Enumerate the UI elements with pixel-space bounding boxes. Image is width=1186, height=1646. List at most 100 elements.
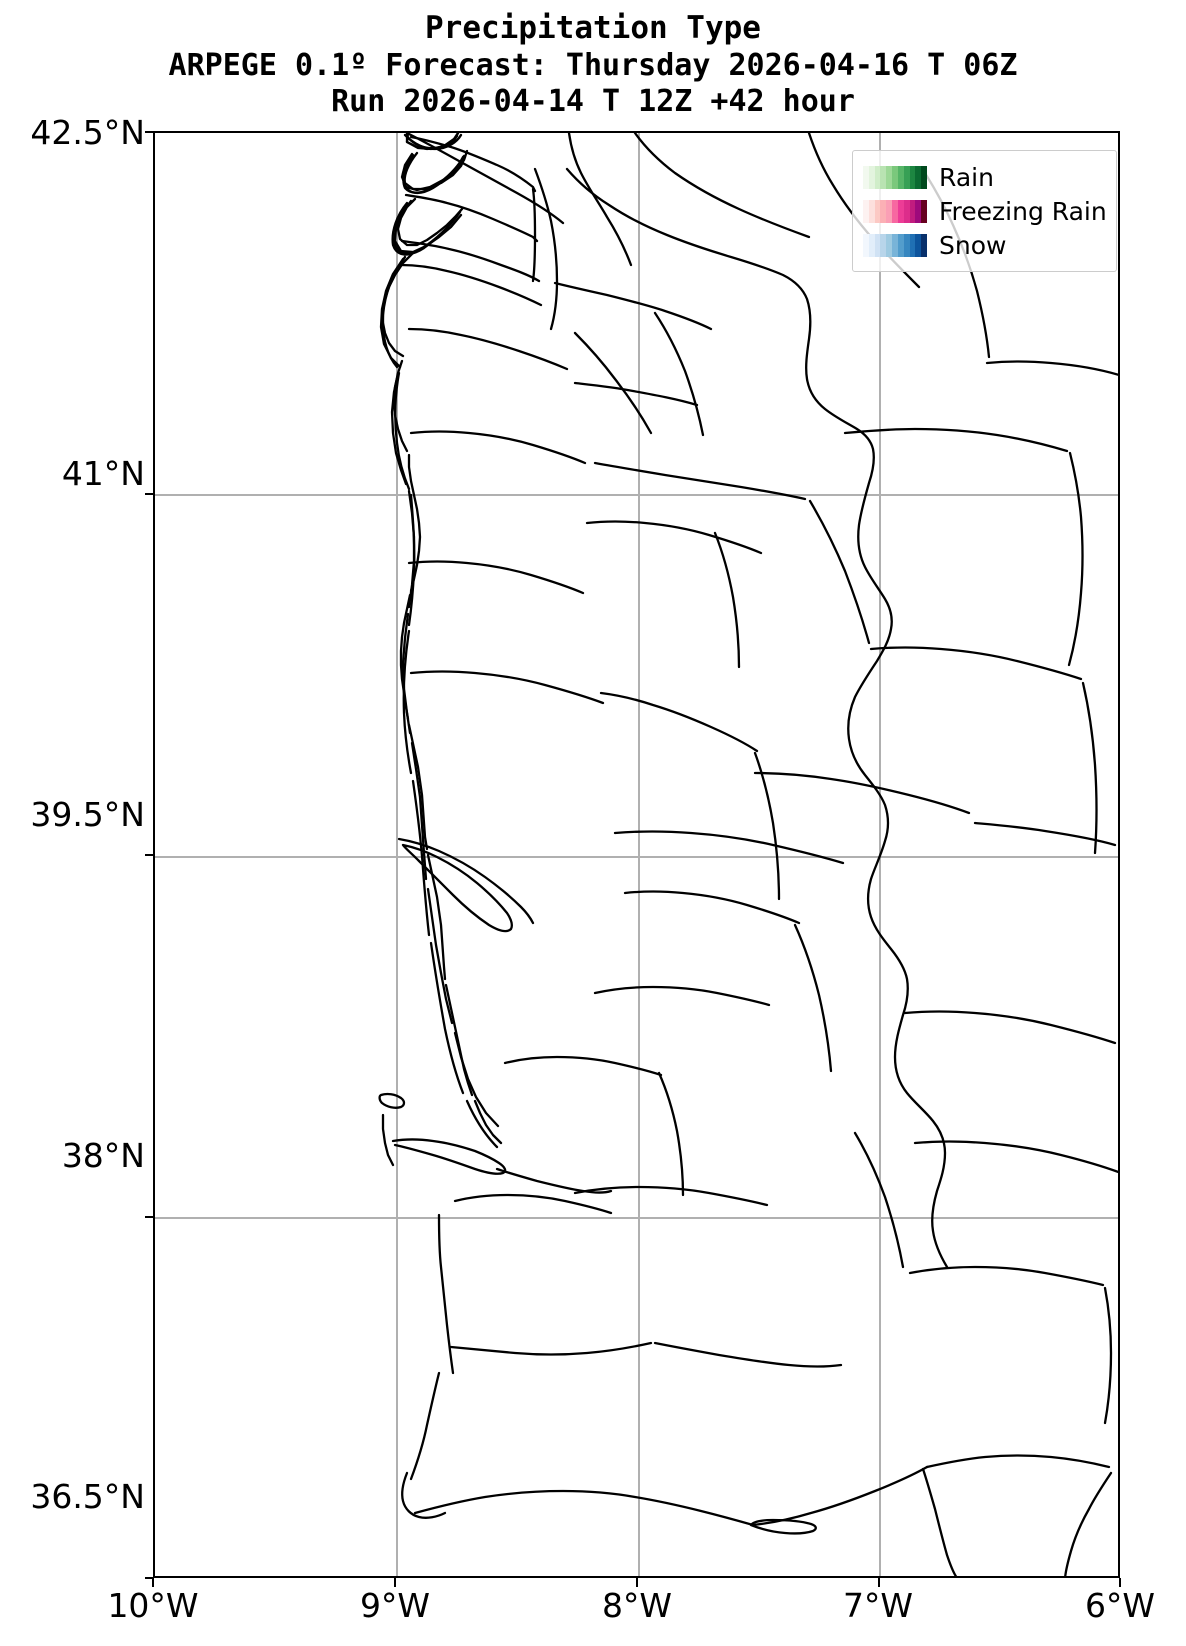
legend-row-rain[interactable]: Rain xyxy=(863,160,1106,194)
border-interior-2 xyxy=(655,313,703,435)
coastline-guadiana-mouth xyxy=(923,1469,959,1578)
xtick-label-10W: 10°W xyxy=(107,1586,199,1625)
border-spain-sevilla-n xyxy=(915,1142,1120,1174)
xtick-mark-6W xyxy=(1119,1578,1121,1587)
coastline-minho-douro xyxy=(395,136,464,254)
border-district-viana xyxy=(411,137,535,191)
freezing-rain-colorbar-swatch xyxy=(863,199,927,223)
rain-colorbar-swatch xyxy=(863,165,927,189)
xtick-mark-8W xyxy=(636,1578,638,1587)
border-beja-north xyxy=(575,1187,767,1205)
border-spain-salamanca-e xyxy=(1069,453,1083,665)
border-interior-9 xyxy=(795,925,831,1071)
xtick-label-6W: 6°W xyxy=(1084,1586,1156,1625)
coastline-cabo-sao-vicente xyxy=(402,1473,445,1518)
border-interior-4 xyxy=(587,522,761,554)
xtick-label-9W: 9°W xyxy=(359,1586,431,1625)
border-spain-badajoz-e xyxy=(1083,683,1097,853)
gridline-38N xyxy=(155,1217,1118,1219)
gridline-41N xyxy=(155,494,1118,496)
border-castelobranco-n xyxy=(595,463,805,499)
border-district-braga xyxy=(406,195,537,241)
coastline-tagus-estuary xyxy=(403,845,512,931)
gridline-9W xyxy=(396,133,398,1576)
run-subtitle: Run 2026-04-14 T 12Z +42 hour xyxy=(331,84,855,120)
border-galicia-south xyxy=(407,133,563,223)
border-spain-badajoz-s xyxy=(975,823,1115,845)
page-title: Precipitation Type xyxy=(425,10,761,46)
xtick-label-8W: 8°W xyxy=(601,1586,673,1625)
border-interior-1 xyxy=(555,283,711,329)
legend-row-freezing-rain[interactable]: Freezing Rain xyxy=(863,194,1107,228)
map-geometry xyxy=(155,133,1120,1578)
border-interior-5 xyxy=(715,533,739,667)
border-district-porto xyxy=(401,265,541,305)
legend-label-freezing-rain: Freezing Rain xyxy=(939,196,1107,226)
coastline-algarve-west xyxy=(411,1373,439,1479)
gridline-8W xyxy=(638,133,640,1576)
legend-box[interactable]: Rain Freezing Rain Snow xyxy=(852,150,1117,272)
border-district-santarem xyxy=(411,672,603,704)
border-spain-salamanca-n xyxy=(845,429,1067,451)
border-spain-huelva-n xyxy=(910,1267,1103,1285)
xtick-label-7W: 7°W xyxy=(842,1586,914,1625)
border-district-viladoconde xyxy=(402,241,539,281)
coastline-spain-cadiz xyxy=(1065,1473,1111,1578)
coastline-troia-spit xyxy=(497,1169,611,1193)
border-district-aveiro xyxy=(409,329,567,369)
border-evora-n xyxy=(615,832,843,864)
ytick-mark-42-5N xyxy=(145,131,154,133)
border-algarve-north-east xyxy=(655,1343,841,1367)
border-north-spine xyxy=(535,169,557,329)
river-sado-lagoon xyxy=(380,1094,404,1108)
border-algarve-north xyxy=(451,1343,651,1355)
border-spain-badajoz-n xyxy=(871,648,1081,680)
border-portalegre xyxy=(755,773,969,813)
gridline-39-5N xyxy=(155,856,1118,858)
xtick-mark-7W xyxy=(878,1578,880,1587)
border-spain-huelva-e xyxy=(1105,1288,1111,1423)
xtick-mark-9W xyxy=(394,1578,396,1587)
coastline-setubal-peninsula xyxy=(393,1140,505,1174)
border-portugal-spain-frontier xyxy=(567,169,947,1267)
border-interior-6 xyxy=(601,693,757,751)
border-spain-extremadura-s xyxy=(905,1012,1115,1044)
border-alentejo-baixo xyxy=(455,1195,611,1213)
border-portugal-outline xyxy=(381,133,498,1126)
legend-row-snow[interactable]: Snow xyxy=(863,228,1106,262)
snow-colorbar-swatch xyxy=(863,233,927,257)
border-interior-8 xyxy=(625,892,799,924)
figure-title-block: Precipitation Type ARPEGE 0.1º Forecast:… xyxy=(0,10,1186,121)
coastline-algarve-south xyxy=(415,1491,753,1525)
coastline-portugal-atlantic xyxy=(383,135,497,1147)
border-interior-3 xyxy=(575,383,697,405)
ytick-mark-36-5N xyxy=(145,1577,154,1579)
ytick-mark-41N xyxy=(145,493,154,495)
ytick-label-39-5N: 39.5°N xyxy=(30,795,145,834)
border-beja-east xyxy=(855,1133,903,1267)
border-interior-10 xyxy=(595,987,769,1005)
legend-label-rain: Rain xyxy=(939,162,994,192)
coastline-alentejo-west xyxy=(439,1215,453,1373)
xtick-mark-10W xyxy=(152,1578,154,1587)
ytick-label-41N: 41°N xyxy=(61,454,145,493)
coastline-algarve-southeast xyxy=(753,1467,927,1525)
border-district-leiria xyxy=(409,562,583,594)
coastline-tagus-north-bank xyxy=(399,839,533,923)
coastline-spain-huelva-s xyxy=(927,1456,1109,1468)
border-viseu-guarda xyxy=(575,333,651,433)
border-castelobranco-e xyxy=(810,501,869,643)
map-plot-area[interactable]: Rain Freezing Rain Snow xyxy=(153,131,1120,1578)
ytick-label-36-5N: 36.5°N xyxy=(30,1477,145,1516)
ytick-mark-38N xyxy=(145,1216,154,1218)
ytick-mark-39-5N xyxy=(145,854,154,856)
ytick-label-42-5N: 42.5°N xyxy=(30,113,145,152)
border-district-coimbra xyxy=(411,432,585,464)
border-spain-avila xyxy=(987,362,1119,376)
forecast-subtitle: ARPEGE 0.1º Forecast: Thursday 2026-04-1… xyxy=(168,47,1018,83)
border-spain-zamora-n xyxy=(635,133,809,237)
coastline-ria-formosa xyxy=(751,1520,816,1533)
ytick-label-38N: 38°N xyxy=(61,1136,145,1175)
legend-label-snow: Snow xyxy=(939,230,1007,260)
